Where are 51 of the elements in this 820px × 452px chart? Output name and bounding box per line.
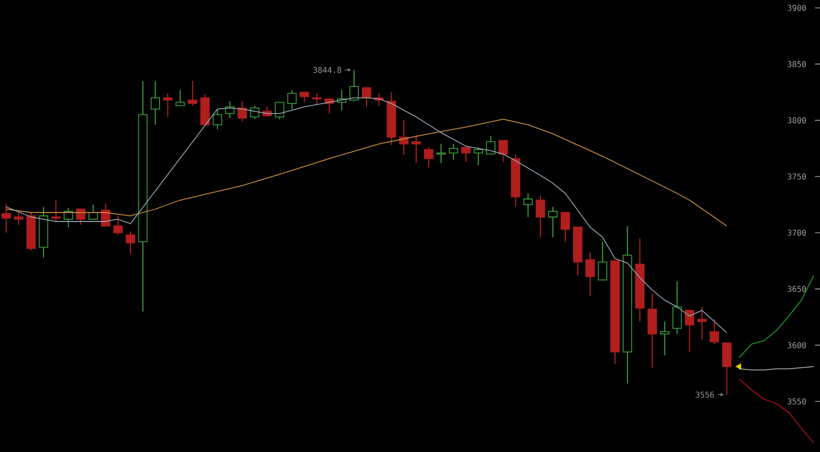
candlestick: [312, 92, 322, 106]
y-tick-label: 3900: [788, 4, 806, 11]
candlestick: [448, 143, 458, 160]
candlestick: [660, 321, 670, 356]
candlestick: [548, 206, 558, 238]
candlestick: [474, 146, 484, 166]
candlestick: [250, 105, 260, 120]
candlestick: [212, 110, 222, 130]
candlestick: [238, 100, 247, 122]
candlestick: [2, 202, 11, 234]
candlestick: [424, 146, 434, 168]
y-tick-label: 3550: [788, 398, 806, 404]
candlestick: [14, 212, 24, 226]
candlestick: [188, 80, 198, 106]
candlestick: [76, 208, 86, 226]
candlestick: [113, 215, 123, 236]
candlestick: [436, 143, 446, 164]
line-series: [738, 378, 814, 444]
candlestick: [399, 120, 408, 156]
candlestick: [274, 102, 284, 120]
candlestick: [585, 251, 595, 296]
candlestick: [51, 200, 61, 224]
y-tick-label: 3850: [788, 61, 806, 68]
candlestick: [697, 306, 707, 340]
candlestick: [598, 241, 608, 281]
candlestick: [175, 89, 185, 106]
candlestick: [412, 134, 421, 164]
candlestick: [710, 318, 720, 345]
line-series: [738, 275, 814, 358]
candlestick: [287, 89, 297, 110]
candlestick: [684, 310, 694, 352]
y-tick-label: 3700: [788, 230, 806, 236]
candlestick: [498, 140, 508, 162]
candlestick: [560, 212, 570, 242]
candlestick: [523, 192, 533, 218]
y-tick-label: 3650: [788, 286, 806, 292]
candlestick: [362, 87, 372, 108]
candlestick: [163, 92, 172, 118]
candlestick: [536, 195, 546, 238]
annotation: 3844.8: [313, 66, 342, 73]
candlestick: [126, 231, 136, 255]
candlestick: [461, 146, 471, 162]
line-series: [6, 118, 728, 226]
candlestick: [150, 80, 160, 126]
candlestick: [486, 135, 496, 155]
annotation: 3556: [696, 392, 714, 398]
y-tick-label: 3800: [788, 117, 806, 124]
y-tick-label: 3750: [788, 173, 806, 180]
candlestick: [300, 92, 310, 103]
candlestick: [672, 280, 682, 334]
y-tick-label: 3600: [788, 342, 806, 348]
